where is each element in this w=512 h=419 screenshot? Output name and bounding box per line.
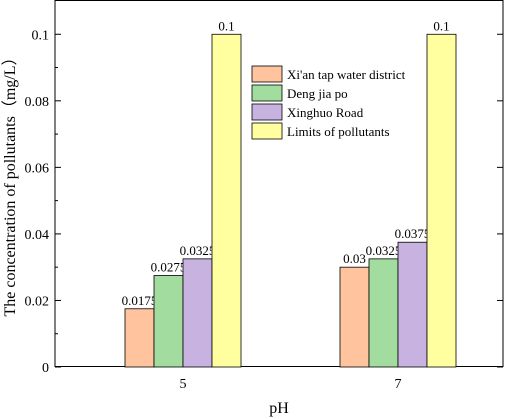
data-label: 0.0275 <box>151 260 187 275</box>
y-axis: 0 0.02 0.04 0.06 0.08 0.1 <box>25 28 503 376</box>
data-label: 0.0325 <box>180 243 216 258</box>
bar <box>182 258 213 368</box>
plot-area-frame <box>54 0 504 367</box>
y-tick-label: 0.06 <box>25 161 50 176</box>
legend-label: Limits of pollutants <box>287 124 390 139</box>
legend-swatch <box>251 103 283 121</box>
data-label: 0.1 <box>433 18 449 33</box>
legend: Xi'an tap water district Deng jia po Xingh… <box>251 65 406 140</box>
bar <box>211 33 242 368</box>
x-tick-label: 7 <box>395 377 402 392</box>
bar <box>426 33 457 368</box>
data-label: 0.03 <box>343 251 366 266</box>
y-tick-label: 0.04 <box>25 228 50 243</box>
data-label: 0.0175 <box>122 293 158 308</box>
y-tick-label: 0 <box>42 361 49 376</box>
bar <box>153 275 184 368</box>
legend-swatch <box>251 122 283 140</box>
y-tick-label: 0.08 <box>25 95 50 110</box>
legend-swatch <box>251 84 283 102</box>
legend-label: Deng jia po <box>287 86 348 101</box>
bar <box>397 241 428 368</box>
legend-label: Xi'an tap water district <box>287 67 406 82</box>
legend-swatch <box>251 65 283 83</box>
bar <box>339 266 370 368</box>
y-tick-label: 0.02 <box>25 294 50 309</box>
data-label: 0.1 <box>218 18 234 33</box>
y-tick-label: 0.1 <box>32 28 50 43</box>
data-label: 0.0375 <box>395 226 431 241</box>
legend-label: Xinghuo Road <box>287 105 364 120</box>
x-tick-label: 5 <box>180 377 187 392</box>
bar <box>368 258 399 368</box>
bar <box>124 308 155 368</box>
x-axis-title: pH <box>269 400 289 417</box>
y-axis-title: The concentration of pollutants（mg/L） <box>1 49 19 316</box>
data-label: 0.0325 <box>366 243 402 258</box>
